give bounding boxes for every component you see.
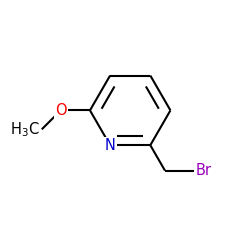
Text: N: N: [105, 138, 116, 153]
Text: Br: Br: [196, 163, 212, 178]
Text: H$_3$C: H$_3$C: [10, 120, 39, 139]
Text: O: O: [55, 103, 66, 118]
